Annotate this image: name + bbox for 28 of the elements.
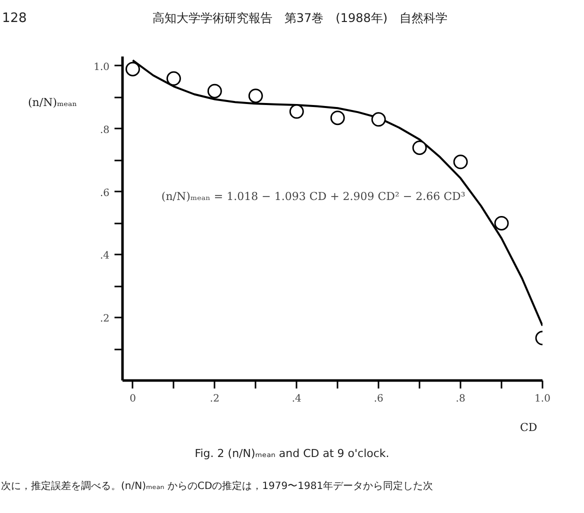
x-tick-label: 1.0: [534, 394, 550, 404]
text: Fig. 2 (n/N)ₘₑₐₙ and CD at 9 o'clock.: [194, 446, 390, 462]
text: 128: [2, 10, 27, 28]
x-axis-title: CD: [520, 420, 538, 436]
x-tick-label: .2: [210, 394, 220, 404]
x-tick-label: .8: [456, 394, 466, 404]
y-tick-label: .2: [100, 314, 110, 325]
x-tick-label: .4: [292, 394, 302, 404]
point: [330, 110, 345, 126]
text: 高知大学学術研究報告 第37巻 (1988年) 自然科学: [152, 10, 448, 27]
point: [248, 88, 263, 104]
point: [207, 84, 222, 98]
point: [412, 140, 427, 155]
point: [494, 216, 509, 230]
y-axis-title: (n/N)ₘₑₐₙ: [28, 95, 78, 111]
y-tick-label: .6: [100, 188, 110, 199]
point: [453, 154, 468, 170]
point: [371, 112, 386, 127]
point: [166, 71, 181, 86]
point: [289, 104, 304, 119]
y-tick-label: .4: [100, 250, 110, 262]
x-tick-label: 0: [130, 394, 136, 404]
x-tick-label: .6: [374, 394, 384, 404]
text: 次に，推定誤差を調べる。(n/N)ₘₑₐₙ からのCDの推定は，1979〜1981年データから同定した次: [1, 480, 434, 494]
point: [125, 62, 140, 76]
y-tick-label: .8: [100, 124, 110, 136]
y-tick-label: 1.0: [94, 62, 110, 73]
annotation: (n/N)ₘₑₐₙ = 1.018 − 1.093 CD + 2.909 CD² − 2.66 CD³: [161, 190, 466, 203]
